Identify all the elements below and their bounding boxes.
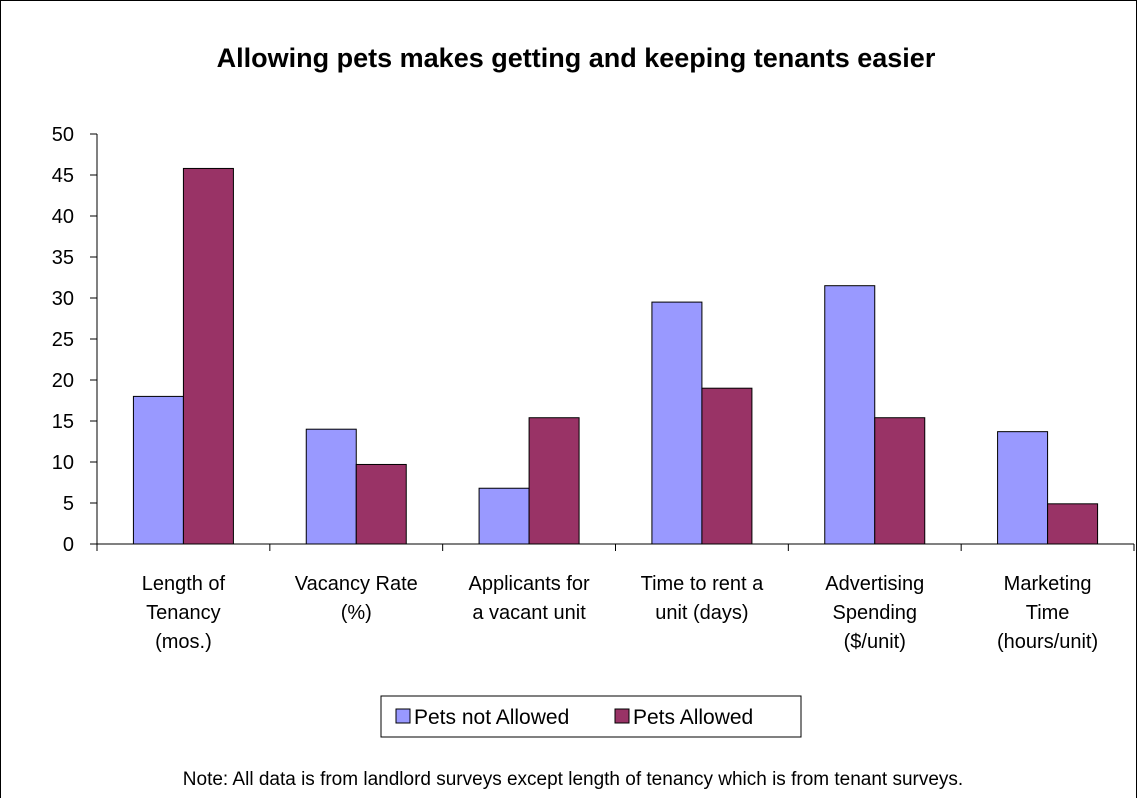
x-category-label: Advertising Spending ($/unit) [825, 573, 924, 653]
bar-pets-not-allowed [824, 285, 876, 545]
legend-box [380, 695, 802, 738]
bar-pets-allowed [1047, 503, 1099, 545]
bar-pets-allowed [701, 387, 753, 545]
y-tick-label: 25 [52, 329, 74, 351]
bar-pets-allowed [182, 167, 234, 545]
x-category-label: Time to rent a unit (days) [641, 573, 765, 624]
x-category-label-line: a vacant unit [472, 602, 586, 624]
x-category-label: Marketing Time (hours/unit) [997, 573, 1098, 653]
y-tick-label: 0 [63, 534, 74, 556]
x-category-label-line: Marketing [1004, 573, 1092, 595]
x-category-label-line: Time [1026, 602, 1070, 624]
legend-swatch [614, 708, 630, 724]
x-category-label-line: (%) [341, 602, 372, 624]
y-tick-label: 50 [52, 124, 74, 146]
bars [132, 167, 1099, 545]
x-category-label-line: Applicants for [468, 573, 590, 595]
chart-note: Note: All data is from landlord surveys … [183, 769, 963, 790]
y-tick-label: 40 [52, 206, 74, 228]
y-tick-label: 30 [52, 288, 74, 310]
legend-label: Pets not Allowed [414, 706, 569, 729]
x-category-label-line: Time to rent a [641, 573, 765, 595]
x-category-label-line: Advertising [825, 573, 924, 595]
bar-pets-not-allowed [651, 301, 703, 545]
x-category-label: Applicants for a vacant unit [468, 573, 590, 624]
x-axis: Length of Tenancy (mos.) Vacancy Rate (%) App… [96, 543, 1135, 653]
legend-label: Pets Allowed [633, 706, 753, 729]
bar-pets-not-allowed [305, 428, 357, 545]
y-tick-label: 10 [52, 452, 74, 474]
x-category-label-line: Spending [832, 602, 917, 624]
x-category-label-line: Tenancy [146, 602, 221, 624]
bar-pets-allowed [355, 463, 407, 545]
bar-pets-not-allowed [132, 395, 184, 545]
y-axis: 0 5 10 15 20 25 30 35 40 45 50 [52, 124, 98, 556]
x-category-label-line: unit (days) [655, 602, 748, 624]
y-tick-label: 5 [63, 493, 74, 515]
x-category-label: Vacancy Rate (%) [295, 573, 418, 624]
x-category-label-line: Vacancy Rate [295, 573, 418, 595]
bar-pets-allowed [528, 417, 580, 545]
x-category-label-line: ($/unit) [844, 631, 906, 653]
bar-pets-not-allowed [478, 487, 530, 545]
x-category-label-line: (hours/unit) [997, 631, 1098, 653]
legend-swatch [395, 708, 411, 724]
x-category-label: Length of Tenancy (mos.) [142, 573, 226, 653]
x-category-label-line: Length of [142, 573, 226, 595]
legend: Pets not Allowed Pets Allowed [380, 695, 802, 738]
y-tick-label: 20 [52, 370, 74, 392]
y-tick-label: 35 [52, 247, 74, 269]
bar-pets-not-allowed [997, 431, 1049, 545]
y-tick-label: 45 [52, 165, 74, 187]
chart-title: Allowing pets makes getting and keeping … [217, 43, 936, 73]
bar-pets-allowed [874, 417, 926, 545]
y-tick-label: 15 [52, 411, 74, 433]
x-category-label-line: (mos.) [155, 631, 212, 653]
